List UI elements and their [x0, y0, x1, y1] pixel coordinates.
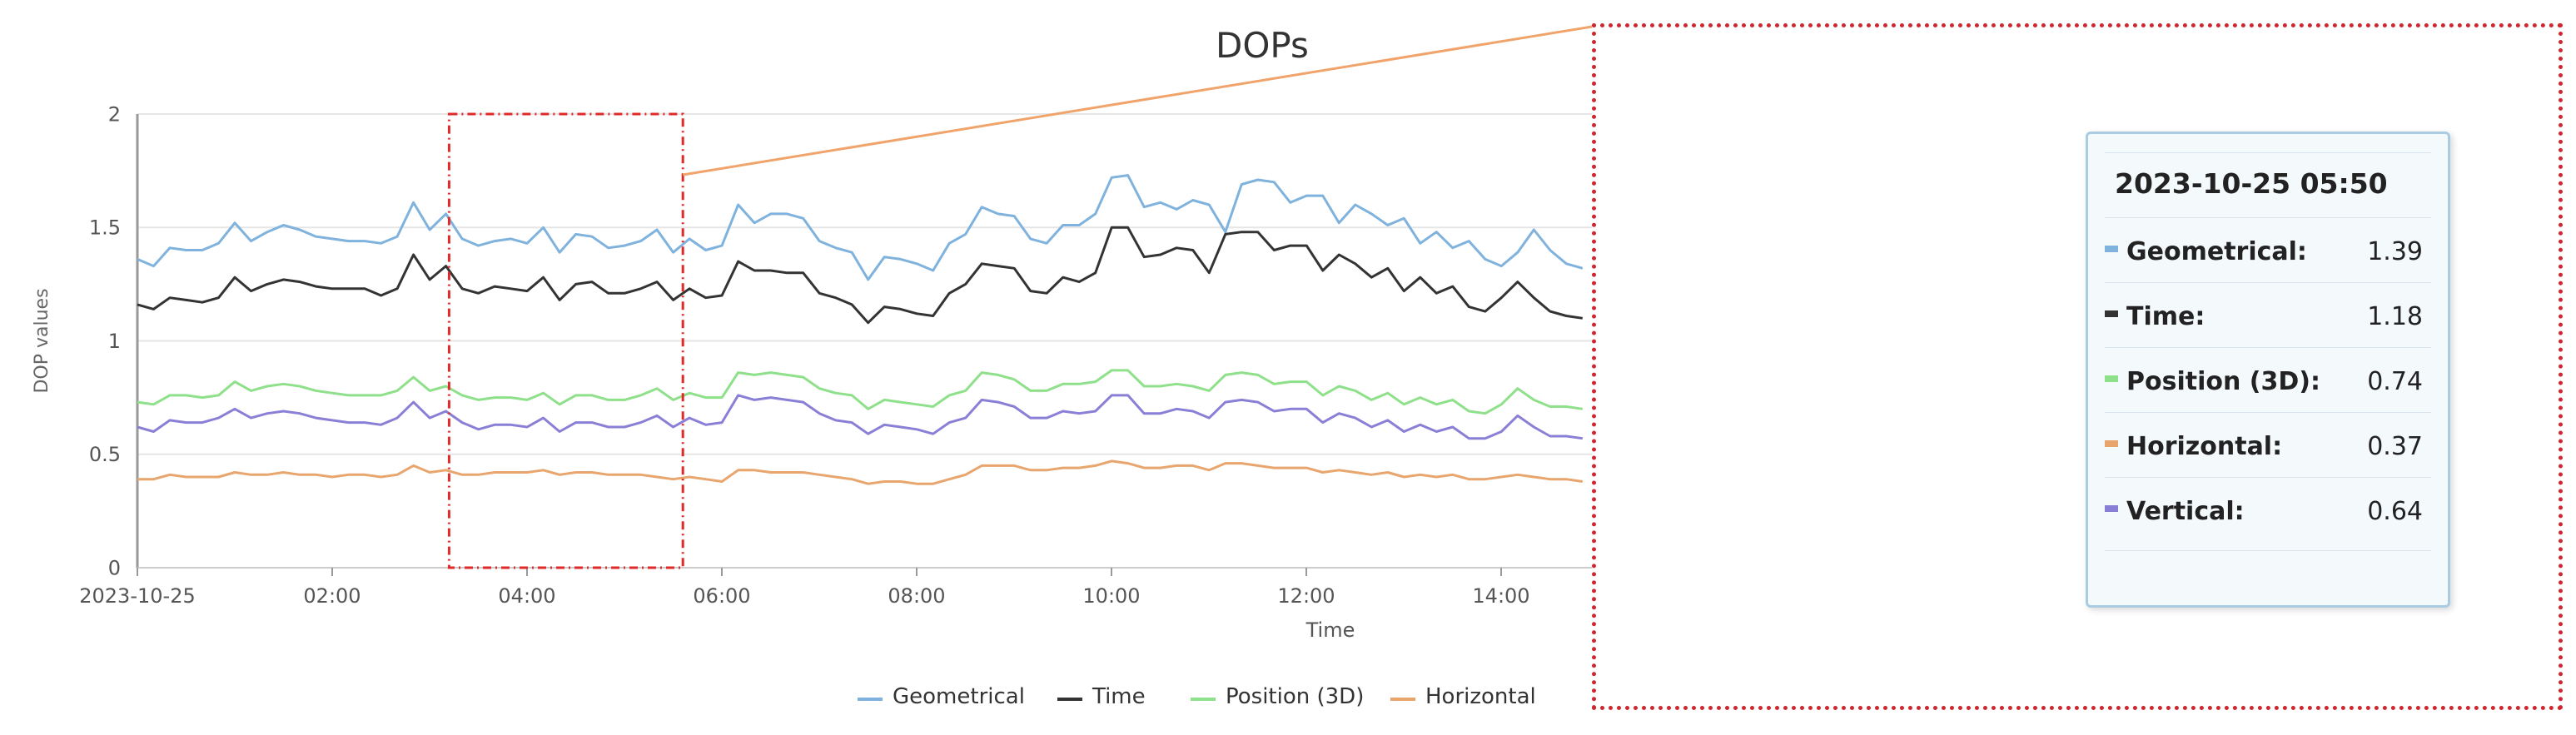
x-tick-label: 12:00 [1277, 584, 1335, 608]
y-tick-label: 0 [108, 556, 121, 579]
legend-swatch [858, 698, 883, 701]
y-axis-label: DOP values [32, 288, 52, 393]
x-axis-label: Time [1305, 618, 1355, 642]
legend-label: Horizontal [1425, 684, 1536, 709]
series-line-vertical [137, 394, 1584, 440]
tooltip-separator [2105, 217, 2431, 218]
main-chart: 0 0.5 1 1.5 2 2023-10-25 02:00 04:00 06:00 08:00 1… [32, 102, 1599, 642]
zoom-connector [682, 25, 1593, 176]
connector-line [682, 25, 1593, 176]
x-tick-label: 02:00 [303, 584, 361, 608]
x-tick-label: 10:00 [1082, 584, 1140, 608]
series-line-horizontal [137, 459, 1584, 485]
y-tick-label: 1 [108, 330, 121, 353]
tooltip-separator [2105, 550, 2431, 551]
tooltip-row-time: Time: 1.18 [2105, 302, 2431, 335]
tooltip-marker [2105, 375, 2118, 382]
tooltip-series-name: Horizontal: [2126, 432, 2283, 461]
series-line-time [137, 226, 1584, 325]
chart-title: DOPs [1216, 25, 1309, 66]
tooltip-row-horizontal: Horizontal: 0.37 [2105, 432, 2431, 465]
y-tick-label: 2 [108, 102, 121, 126]
tooltip-marker [2105, 246, 2118, 252]
legend-swatch [1191, 698, 1216, 701]
tooltip-marker [2105, 310, 2118, 317]
tooltip-marker [2105, 505, 2118, 512]
highlight-box [447, 112, 684, 569]
tooltip-separator [2105, 347, 2431, 348]
x-tick-label: 14:00 [1472, 584, 1529, 608]
x-tick-label: 04:00 [498, 584, 555, 608]
tooltip-series-value: 0.74 [2367, 367, 2423, 396]
y-tick-label: 1.5 [89, 216, 121, 240]
tooltip-separator [2105, 152, 2431, 153]
legend-label: Time [1092, 684, 1146, 709]
tooltip: 2023-10-25 05:50 Geometrical: 1.39 Time:… [2086, 132, 2450, 608]
legend-label: Position (3D) [1226, 684, 1365, 709]
tooltip-series-value: 1.18 [2367, 302, 2423, 331]
legend-swatch [1057, 698, 1082, 701]
tooltip-row-position-3d: Position (3D): 0.74 [2105, 367, 2431, 400]
x-tick-label: 2023-10-25 [79, 584, 195, 608]
tooltip-row-geometrical: Geometrical: 1.39 [2105, 237, 2431, 271]
tooltip-series-name: Vertical: [2126, 497, 2245, 526]
tooltip-separator [2105, 412, 2431, 413]
series-line-position-3d [137, 369, 1584, 415]
tooltip-row-vertical: Vertical: 0.64 [2105, 497, 2431, 530]
tooltip-series-value: 0.64 [2367, 497, 2423, 526]
tooltip-time: 2023-10-25 05:50 [2115, 167, 2388, 200]
tooltip-marker [2105, 440, 2118, 447]
tooltip-series-value: 1.39 [2367, 237, 2423, 266]
tooltip-separator [2105, 477, 2431, 478]
tooltip-series-name: Position (3D): [2126, 367, 2320, 396]
legend-swatch [1390, 698, 1415, 701]
tooltip-series-value: 0.37 [2367, 432, 2423, 461]
x-tick-label: 06:00 [693, 584, 750, 608]
tooltip-series-name: Geometrical: [2126, 237, 2307, 266]
x-tick-label: 08:00 [888, 584, 945, 608]
tooltip-series-name: Time: [2126, 302, 2206, 331]
series-line-geometrical [137, 174, 1584, 281]
tooltip-separator [2105, 282, 2431, 283]
y-tick-label: 0.5 [89, 443, 121, 466]
legend-label: Geometrical [893, 684, 1025, 709]
